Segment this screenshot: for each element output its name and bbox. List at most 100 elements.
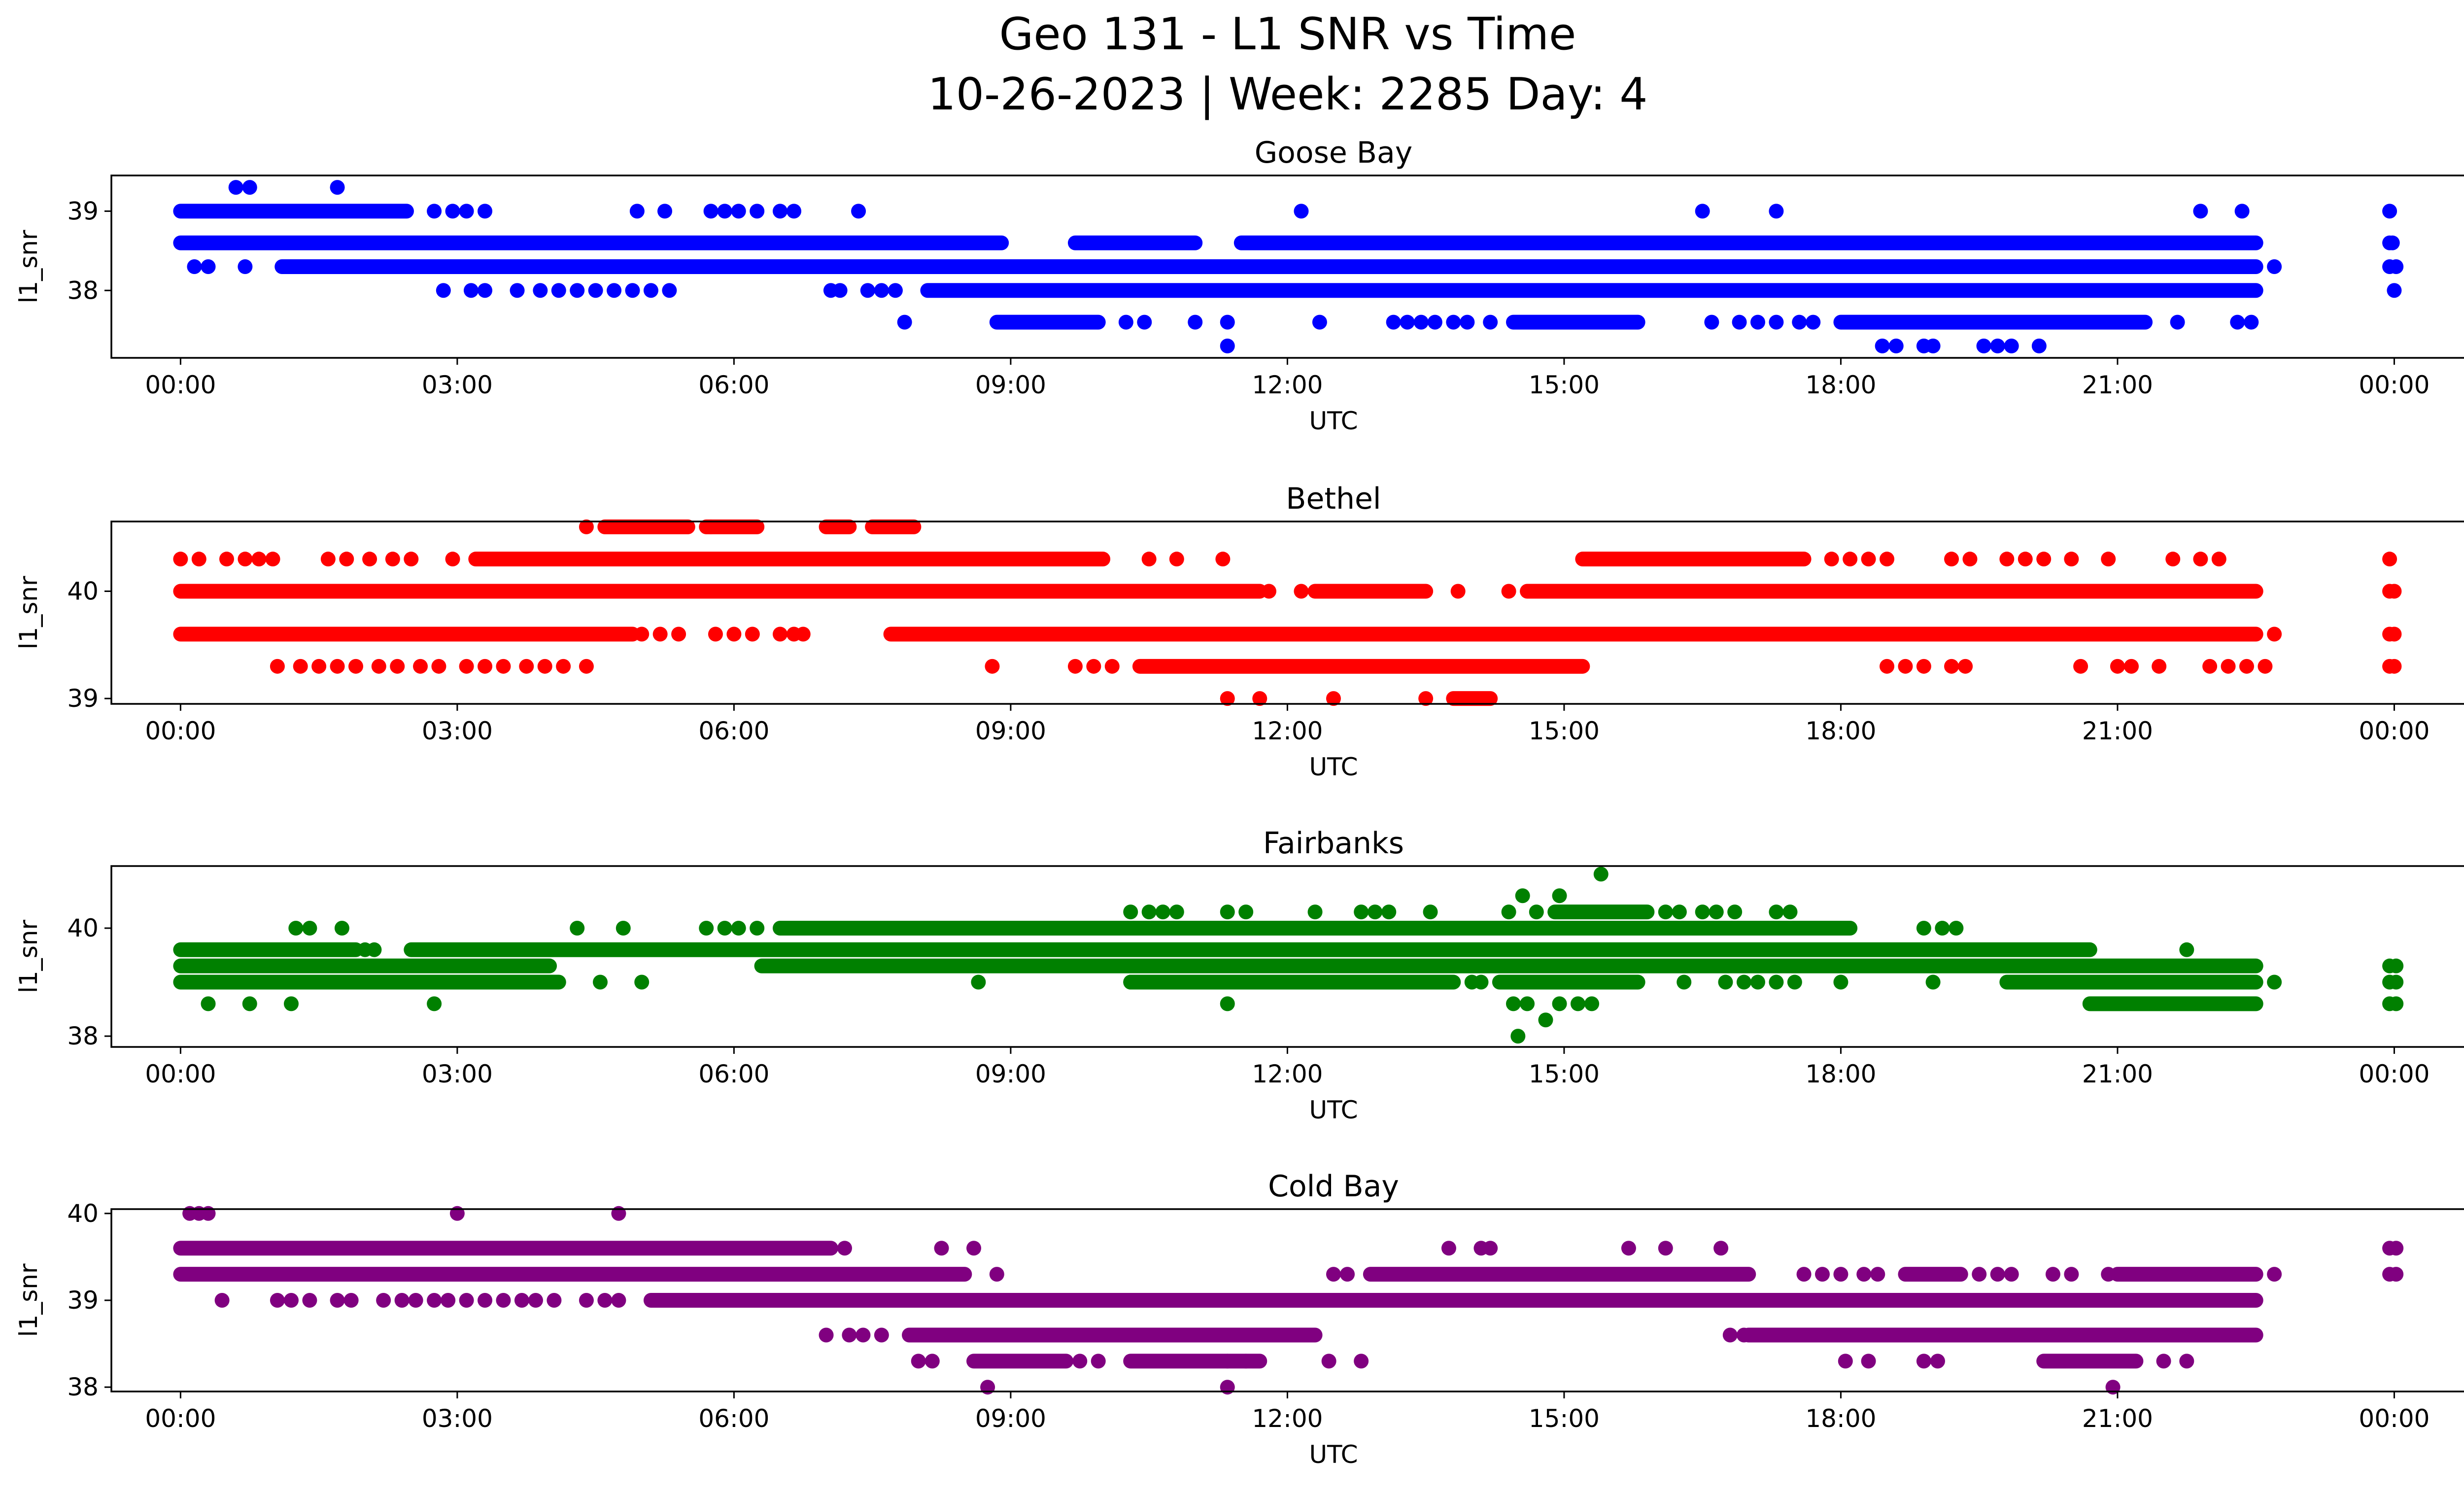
x-tick-label: 09:00 [975, 1404, 1046, 1433]
data-point [1769, 974, 1784, 990]
data-point [330, 180, 345, 195]
data-point [1925, 338, 1941, 353]
x-tick-label: 09:00 [975, 717, 1046, 745]
data-point [1672, 904, 1687, 920]
data-point [911, 1354, 926, 1369]
y-axis-label: l1_snr [14, 920, 43, 993]
data-point [1782, 904, 1798, 920]
x-tick-label: 15:00 [1529, 371, 1600, 399]
data-point [703, 519, 719, 534]
data-point [1501, 904, 1516, 920]
data-point [302, 920, 317, 936]
data-point [772, 626, 787, 642]
data-point [671, 626, 686, 642]
subplot-goose-bay: 00:00 03:00 06:00 09:00 12:00 15:00 18:00 21:00… [14, 136, 2464, 435]
data-point [2387, 584, 2402, 599]
x-tick-label: 00:00 [2359, 371, 2430, 399]
x-tick-label: 15:00 [1529, 717, 1600, 745]
data-point [2193, 552, 2208, 567]
subplot-title: Bethel [1286, 482, 1381, 516]
data-point [1321, 1354, 1336, 1369]
axes-frame [110, 521, 2464, 705]
data-point [496, 659, 511, 674]
x-tick-label: 15:00 [1529, 1404, 1600, 1433]
data-point [2239, 659, 2254, 674]
data-point [1529, 904, 1544, 920]
data-point [2387, 626, 2402, 642]
data-point [745, 626, 760, 642]
data-point [547, 1293, 562, 1308]
data-point [1086, 659, 1101, 674]
data-point [1183, 974, 1198, 990]
data-point [1386, 314, 1401, 330]
data-point [860, 283, 875, 298]
data-point [2193, 204, 2208, 219]
data-point [1354, 904, 1369, 920]
subplot-title: Goose Bay [1255, 136, 1413, 170]
data-point [1423, 904, 1438, 920]
data-point [242, 180, 257, 195]
data-point [1769, 314, 1784, 330]
data-point [1446, 314, 1461, 330]
data-point [348, 659, 363, 674]
data-point [1593, 867, 1608, 882]
data-point [362, 552, 377, 567]
data-point [238, 259, 253, 274]
data-point [1506, 996, 1521, 1011]
data-point [537, 659, 552, 674]
data-point [2036, 552, 2052, 567]
data-point [625, 283, 640, 298]
data-point [851, 204, 866, 219]
data-point [1736, 974, 1751, 990]
y-tick-label: 40 [67, 1199, 99, 1228]
data-point [634, 974, 650, 990]
data-point [2387, 659, 2402, 674]
data-point [856, 1327, 871, 1343]
data-point [1520, 996, 1535, 1011]
data-point [874, 283, 889, 298]
data-point [2382, 552, 2397, 567]
data-point [588, 283, 603, 298]
data-point [528, 1293, 543, 1308]
data-point [2267, 974, 2282, 990]
data-point [1413, 314, 1429, 330]
data-point [427, 996, 442, 1011]
data-point [1368, 904, 1383, 920]
x-axis-label: UTC [1309, 753, 1358, 781]
data-point [1870, 1267, 1885, 1282]
data-point [228, 180, 243, 195]
data-point [1838, 1354, 1853, 1369]
data-point [1340, 1267, 1355, 1282]
x-tick-label: 03:00 [422, 1060, 493, 1088]
data-point [2004, 1267, 2019, 1282]
data-point [343, 1293, 359, 1308]
data-point [1141, 904, 1157, 920]
data-point [1067, 659, 1083, 674]
y-tick-label: 39 [67, 1286, 99, 1315]
data-point [441, 1293, 456, 1308]
data-point [1450, 584, 1466, 599]
data-point [2124, 659, 2139, 674]
data-point [445, 204, 460, 219]
x-tick-label: 12:00 [1252, 717, 1323, 745]
data-point [1972, 1267, 1987, 1282]
data-point [2267, 626, 2282, 642]
data-point [496, 1293, 511, 1308]
data-point [607, 283, 622, 298]
data-point [1722, 1327, 1738, 1343]
data-point [750, 204, 765, 219]
y-axis-label: l1_snr [14, 576, 43, 649]
x-tick-label: 00:00 [145, 717, 216, 745]
data-point [478, 283, 493, 298]
data-point [2031, 338, 2047, 353]
data-point [842, 1327, 857, 1343]
x-tick-label: 00:00 [145, 1060, 216, 1088]
data-point [459, 204, 474, 219]
data-point [385, 552, 400, 567]
data-point [390, 659, 405, 674]
data-point [1118, 314, 1133, 330]
data-point [657, 204, 673, 219]
data-point [1220, 996, 1235, 1011]
data-point [1916, 920, 1931, 936]
x-tick-label: 21:00 [2082, 371, 2153, 399]
